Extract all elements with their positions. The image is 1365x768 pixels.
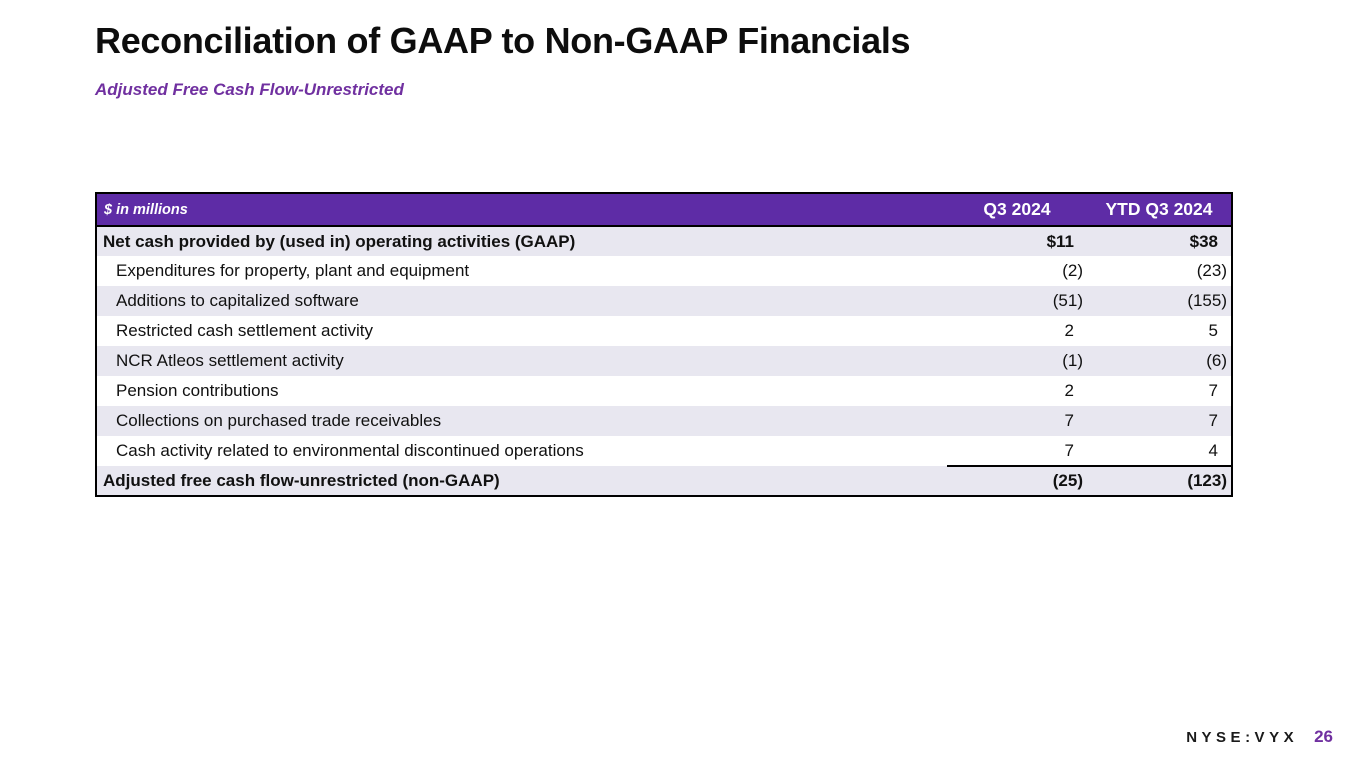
row-value-ytd: 7 [1208, 411, 1218, 430]
row-value-ytd: $38 [1189, 231, 1218, 251]
row-value-ytd: (23) [1196, 261, 1227, 280]
slide-footer: NYSE:VYX 26 [1186, 727, 1333, 747]
row-value-q3: (1) [1062, 351, 1083, 370]
table-row: Collections on purchased trade receivabl… [96, 406, 1232, 436]
row-label: Net cash provided by (used in) operating… [103, 231, 576, 251]
table-row: Net cash provided by (used in) operating… [96, 226, 1232, 256]
table-row: Pension contributions 2 7 [96, 376, 1232, 406]
row-label: Restricted cash settlement activity [116, 321, 373, 340]
row-label: Additions to capitalized software [116, 291, 359, 310]
row-value-q3: (2) [1062, 261, 1083, 280]
row-value-ytd: 7 [1208, 381, 1218, 400]
row-label: NCR Atleos settlement activity [116, 351, 344, 370]
row-value-q3: 7 [947, 436, 1087, 467]
table-row: Additions to capitalized software (51) (… [96, 286, 1232, 316]
stock-ticker: NYSE:VYX [1186, 729, 1299, 746]
row-value-q3: (25) [1052, 471, 1083, 490]
reconciliation-table: $ in millions Q3 2024 YTD Q3 2024 Net ca… [95, 192, 1233, 497]
table-row: Expenditures for property, plant and equ… [96, 256, 1232, 286]
column-header-ytd-q3-2024: YTD Q3 2024 [1087, 193, 1232, 227]
row-label: Expenditures for property, plant and equ… [116, 261, 470, 280]
row-value-ytd: (6) [1206, 351, 1227, 370]
page-title: Reconciliation of GAAP to Non-GAAP Finan… [95, 20, 911, 61]
table-row: Adjusted free cash flow-unrestricted (no… [96, 466, 1232, 496]
row-label: Cash activity related to environmental d… [116, 441, 584, 460]
table-header-row: $ in millions Q3 2024 YTD Q3 2024 [96, 193, 1232, 227]
row-label: Pension contributions [116, 381, 279, 400]
row-value-ytd: (155) [1187, 291, 1227, 310]
row-value-ytd: 4 [1087, 436, 1232, 467]
page-subtitle: Adjusted Free Cash Flow-Unrestricted [95, 80, 404, 99]
units-label: $ in millions [96, 193, 947, 227]
table-row: Cash activity related to environmental d… [96, 436, 1232, 467]
row-label: Collections on purchased trade receivabl… [116, 411, 442, 430]
row-value-q3: 7 [1064, 411, 1074, 430]
row-value-ytd: 5 [1208, 321, 1218, 340]
row-value-q3: 2 [1064, 321, 1074, 340]
row-value-q3: 2 [1064, 381, 1074, 400]
column-header-q3-2024: Q3 2024 [947, 193, 1087, 227]
row-label: Adjusted free cash flow-unrestricted (no… [103, 470, 500, 490]
table-row: Restricted cash settlement activity 2 5 [96, 316, 1232, 346]
row-value-ytd: (123) [1187, 471, 1227, 490]
page-number: 26 [1314, 727, 1333, 746]
table-row: NCR Atleos settlement activity (1) (6) [96, 346, 1232, 376]
row-value-q3: $11 [1046, 231, 1074, 251]
row-value-q3: (51) [1052, 291, 1083, 310]
